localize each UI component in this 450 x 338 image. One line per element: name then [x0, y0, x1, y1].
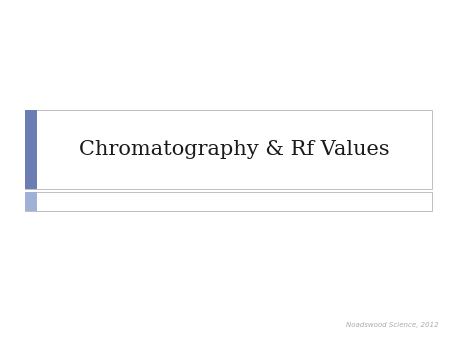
- Text: Noadswood Science, 2012: Noadswood Science, 2012: [346, 322, 439, 328]
- Bar: [25, 192, 37, 211]
- Bar: [25, 192, 432, 211]
- Bar: [25, 110, 37, 189]
- Text: Chromatography & Rf Values: Chromatography & Rf Values: [79, 140, 390, 159]
- Bar: [25, 110, 432, 189]
